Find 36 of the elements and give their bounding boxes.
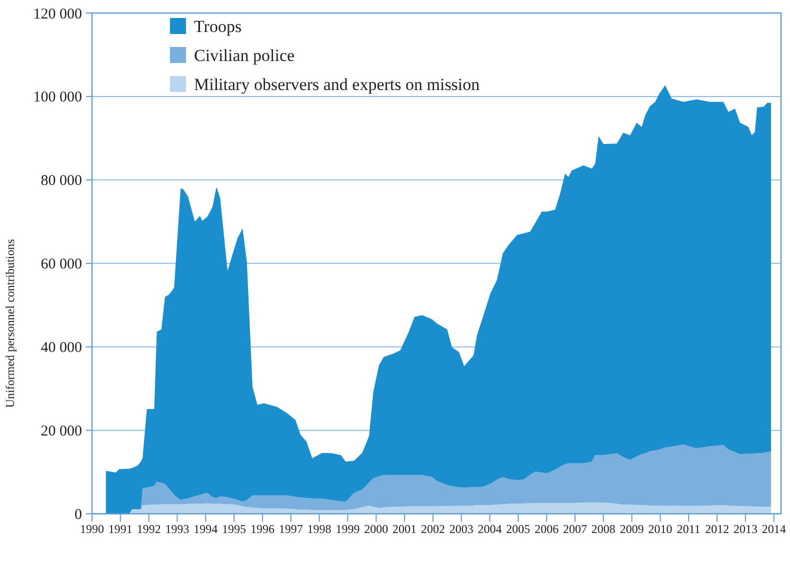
y-tick-label: 80 000 [40, 173, 82, 190]
x-tick-label: 1998 [307, 522, 332, 536]
x-tick-label: 1994 [194, 522, 218, 536]
x-tick-label: 2009 [620, 522, 644, 536]
x-tick-label: 2000 [364, 522, 388, 536]
x-tick-label: 2011 [676, 522, 700, 536]
y-tick-label: 0 [74, 507, 82, 524]
y-tick-label: 120 000 [33, 6, 82, 22]
y-tick-label: 40 000 [40, 340, 82, 356]
x-tick-label: 1991 [108, 522, 132, 536]
x-tick-label: 2013 [733, 522, 758, 536]
x-tick-label: 1990 [80, 522, 104, 536]
y-axis-title: Uniformed personnel contributions [3, 238, 17, 408]
y-tick-label: 60 000 [40, 256, 82, 273]
x-tick-label: 2012 [705, 522, 730, 536]
x-tick-label: 2006 [534, 522, 559, 536]
x-tick-label: 2010 [648, 522, 672, 536]
x-tick-label: 1997 [278, 522, 303, 536]
x-tick-label: 2014 [762, 522, 786, 536]
legend-label: Civilian police [194, 46, 295, 65]
x-tick-label: 2008 [591, 522, 616, 536]
x-tick-label: 1999 [336, 522, 360, 536]
y-tick-label: 20 000 [40, 424, 82, 440]
x-tick-label: 2007 [563, 522, 588, 536]
x-tick-label: 1995 [222, 522, 246, 536]
y-tick-label: 100 000 [33, 90, 82, 106]
x-tick-label: 2002 [420, 522, 445, 536]
x-tick-label: 1992 [136, 522, 161, 536]
x-tick-label: 1996 [250, 522, 274, 536]
x-tick-label: 2004 [478, 522, 502, 536]
legend-label: Troops [194, 16, 242, 36]
x-tick-label: 2001 [392, 522, 417, 536]
legend-label: Military observers and experts on mission [194, 74, 480, 94]
x-tick-label: 2005 [506, 522, 530, 536]
x-tick-label: 2003 [449, 522, 474, 536]
x-tick-label: 1993 [165, 522, 190, 536]
